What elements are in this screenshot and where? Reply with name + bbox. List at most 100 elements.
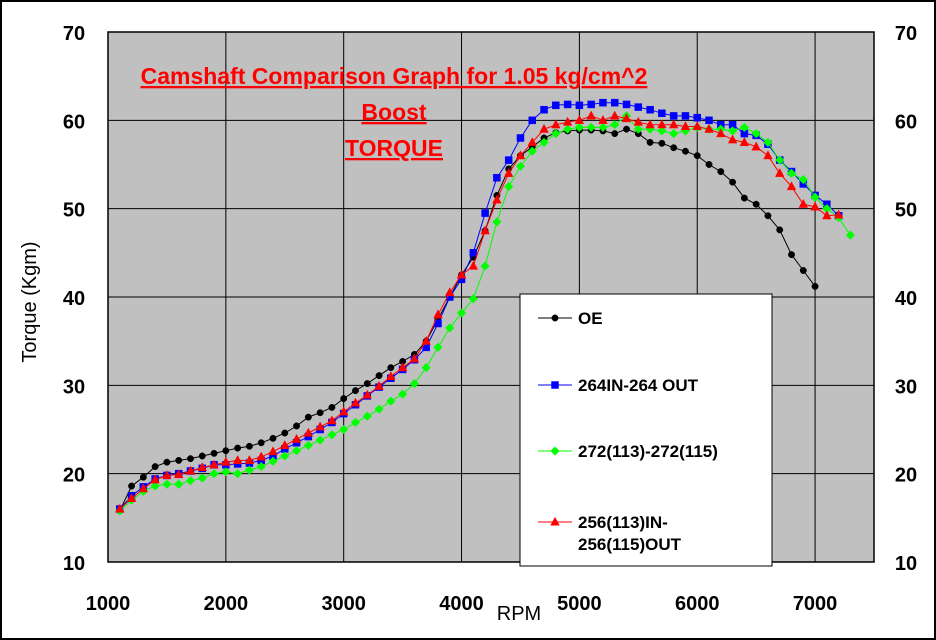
legend-label: 272(113)-272(115) [578,442,718,461]
data-point [387,364,395,372]
data-point [776,226,784,234]
data-point [574,122,585,133]
data-point [670,144,678,152]
data-point [587,100,595,109]
data-point [315,435,325,445]
data-point [362,389,372,399]
data-point [669,128,679,139]
y-tick-label-left: 30 [63,376,85,398]
data-point [527,146,537,156]
data-point [128,482,136,490]
data-point [350,417,361,428]
data-point [658,139,666,147]
tick-labels: 1000 2000 3000 4000 5000 6000 7000 10 10 20 20 30 30… [63,23,917,615]
data-point [786,168,797,178]
data-point [257,439,265,447]
data-point [316,409,324,417]
y-tick-label-left: 50 [63,200,85,222]
y-tick-label-left: 10 [63,553,85,575]
data-point [481,209,489,217]
data-point [540,105,548,114]
y-tick-label-right: 20 [895,465,917,487]
x-tick-label: 2000 [204,593,249,615]
data-point [397,362,408,372]
data-point [280,440,290,449]
y-tick-label-left: 60 [63,111,85,133]
data-point [657,126,667,136]
chart-title: Camshaft Comparison Graph for 1.05 kg/cm… [141,63,648,161]
legend-label: 264IN-264 OUT [578,376,699,395]
data-point [516,134,525,142]
y-tick-label-left: 40 [63,288,85,310]
data-point [492,217,502,227]
data-point [599,98,607,107]
data-point [515,150,526,160]
data-point [327,415,337,425]
legend-label: 256(113)IN-256(115)OUT [578,513,682,554]
x-tick-label: 7000 [793,593,838,615]
data-point [810,192,820,202]
legend-marker [550,516,560,526]
data-point [681,147,689,155]
data-point [811,282,819,290]
data-point [374,380,384,390]
data-point [515,161,526,171]
series-272-113-272-115 [115,111,856,516]
data-point [611,130,619,138]
data-point [163,458,171,466]
data-point [362,411,372,421]
data-point [563,100,572,109]
data-point [739,122,750,133]
data-point [234,444,242,452]
data-point [657,119,667,129]
data-point [551,128,561,139]
data-point [291,446,302,456]
data-point [352,387,359,395]
y-tick-label-right: 50 [895,200,917,222]
data-point [764,212,772,220]
data-point [245,442,253,450]
data-point [468,260,479,270]
legend-marker [550,446,560,456]
y-tick-label-right: 40 [895,288,917,310]
data-point [623,125,630,133]
series-layer [115,98,856,516]
data-point [409,378,420,389]
data-point [174,479,184,489]
data-point [810,201,820,211]
data-point [740,194,748,202]
data-point [775,155,785,165]
data-point [138,483,149,493]
data-point [386,396,396,406]
data-point [469,249,478,257]
data-point [716,128,726,138]
data-point [221,467,231,477]
data-point [126,493,137,502]
data-point [751,128,761,139]
data-point [539,137,549,148]
data-point [162,479,172,489]
data-point [222,447,230,455]
data-point [256,461,266,472]
data-point [646,138,654,146]
x-tick-label: 5000 [557,593,602,615]
data-point [621,113,632,123]
data-point [798,198,809,208]
data-point [198,452,206,460]
data-point [197,473,207,483]
data-point [633,116,644,126]
y-tick-label-right: 10 [895,553,917,575]
data-point [492,194,502,204]
data-point [162,470,172,479]
data-point [845,230,856,240]
data-point [504,181,514,192]
data-point [610,98,619,107]
data-point [622,100,631,109]
data-point [539,123,549,133]
data-point [232,455,243,464]
data-point [232,469,243,479]
data-point [799,267,807,274]
data-point [397,389,408,399]
data-point [244,465,255,475]
